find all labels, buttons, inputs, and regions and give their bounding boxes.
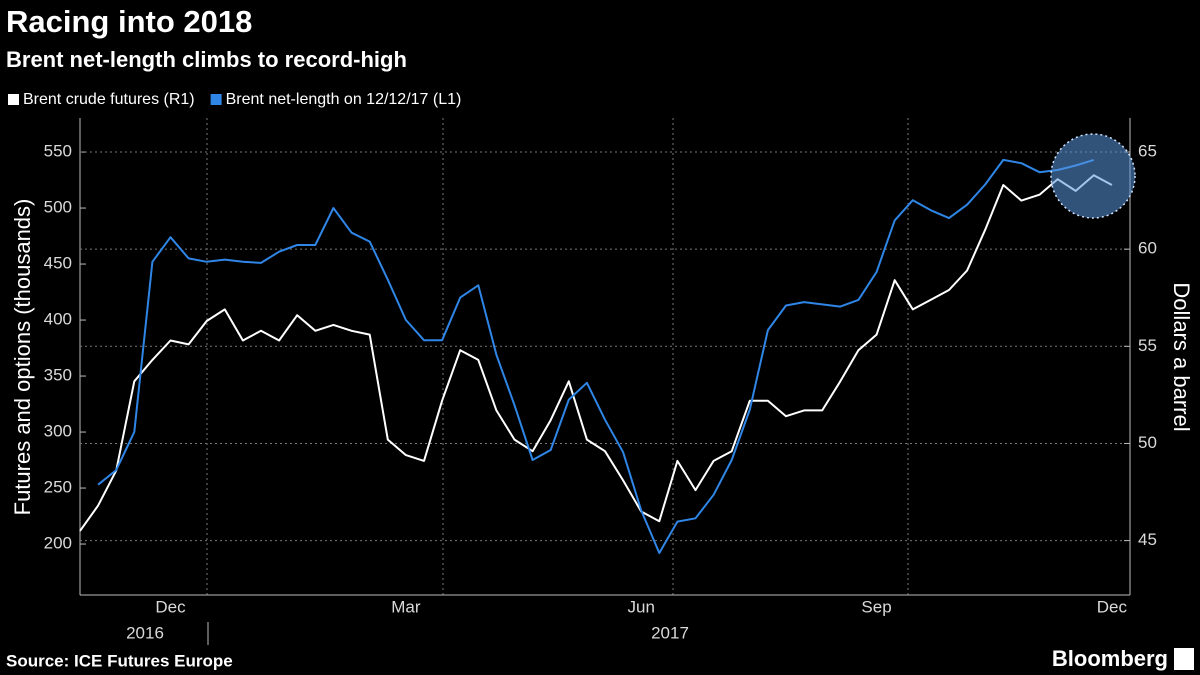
y-tick-label: 300 bbox=[44, 422, 72, 441]
x-tick-label: Jun bbox=[627, 597, 654, 616]
y2-axis-label: Dollars a barrel bbox=[1169, 282, 1194, 431]
x-tick-label: Dec bbox=[155, 597, 186, 616]
chart-subtitle: Brent net-length climbs to record-high bbox=[6, 47, 407, 72]
y2-tick-label: 65 bbox=[1138, 141, 1157, 160]
y2-tick-label: 60 bbox=[1138, 239, 1157, 258]
y-tick-label: 200 bbox=[44, 534, 72, 553]
plot-area: 200 250 300 350 400 450 500 550 45 50 55 60 65 Dec Mar… bbox=[44, 141, 1157, 616]
y-axis-label: Futures and options (thousands) bbox=[10, 199, 35, 516]
series-line bbox=[97, 158, 1095, 554]
y-tick-label: 550 bbox=[44, 142, 72, 161]
legend: Brent crude futures (R1) Brent net-length… bbox=[8, 91, 461, 108]
y2-tick-label: 55 bbox=[1138, 336, 1157, 355]
chart-title: Racing into 2018 bbox=[6, 4, 252, 39]
legend-swatch bbox=[210, 94, 222, 105]
x-tick-label: Mar bbox=[391, 597, 421, 616]
y-tick-label: 450 bbox=[44, 254, 72, 273]
y2-tick-label: 45 bbox=[1138, 530, 1157, 549]
legend-label: Brent crude futures (R1) bbox=[23, 91, 195, 108]
year-label: 2016 bbox=[126, 623, 164, 642]
brand-icon bbox=[1174, 648, 1194, 670]
y-tick-label: 350 bbox=[44, 366, 72, 385]
year-label: 2017 bbox=[651, 623, 689, 642]
y-tick-label: 400 bbox=[44, 310, 72, 329]
y2-tick-label: 50 bbox=[1138, 433, 1157, 452]
legend-label: Brent net-length on 12/12/17 (L1) bbox=[226, 91, 462, 108]
highlight-circle bbox=[1050, 133, 1136, 219]
source-note: Source: ICE Futures Europe bbox=[6, 651, 233, 670]
x-tick-label: Sep bbox=[861, 597, 891, 616]
legend-swatch bbox=[8, 94, 19, 105]
x-tick-label: Dec bbox=[1097, 597, 1128, 616]
series-line bbox=[79, 174, 1113, 532]
y-tick-label: 500 bbox=[44, 198, 72, 217]
brand: Bloomberg bbox=[1052, 646, 1168, 671]
y-tick-label: 250 bbox=[44, 478, 72, 497]
